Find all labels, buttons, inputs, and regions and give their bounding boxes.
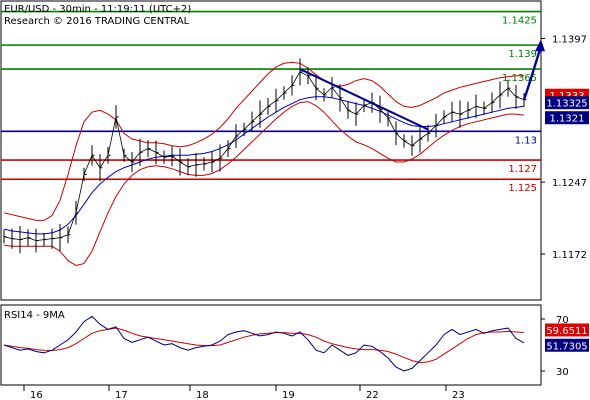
level-label-0: 1.1425 [502, 16, 537, 27]
x-tick-label-1: 17 [115, 390, 128, 400]
band-lower-line [3, 101, 525, 267]
y-tick-label-1: 1.1247 [552, 178, 587, 189]
x-tick-label-3: 19 [282, 390, 295, 400]
level-label-2: 1.1365 [502, 73, 537, 84]
annotations-layer [299, 39, 545, 131]
rsi-badge-1 [545, 338, 589, 352]
y-tick-label-2: 1.1172 [552, 250, 587, 261]
chart-title: EUR/USD - 30min - 11:19:11 (UTC+2) [4, 4, 191, 15]
x-tick-label-4: 22 [366, 390, 379, 400]
level-label-5: 1.125 [508, 183, 537, 194]
rsi-tick-label-1: 30 [556, 367, 569, 378]
rsi-tick-label-0: 70 [556, 315, 569, 326]
level-label-3: 1.13 [515, 135, 537, 146]
rsi-ma-line [3, 327, 525, 364]
rsi-badge-label-0: 59.6511 [546, 326, 587, 337]
level-label-4: 1.127 [508, 164, 537, 175]
x-tick-label-2: 18 [196, 390, 209, 400]
price-layer [3, 58, 527, 254]
levels-layer: 1.1425 1.139 1.1365 1.13 1.127 1.125 [1, 10, 541, 194]
rsi-badge-label-1: 51.7305 [546, 341, 587, 352]
rsi-layer: 70 30 59.6511 51.7305 [3, 315, 589, 378]
price-line [3, 71, 525, 242]
rsi-badge-0 [545, 323, 589, 337]
level-label-1: 1.139 [508, 49, 537, 60]
chart-copyright: Research © 2016 TRADING CENTRAL [4, 16, 190, 27]
price-badge-label-1: 1.13325 [546, 99, 587, 110]
rsi-panel-label: RSI14 - 9MA [4, 310, 65, 321]
price-badge-label-2: 1.1321 [550, 114, 585, 125]
rsi-line [3, 315, 525, 372]
x-tick-label-0: 16 [30, 390, 43, 400]
forecast-arrow-shaft [522, 48, 542, 101]
price-badge-1 [545, 96, 589, 110]
forecast-arrow-head [535, 39, 545, 52]
trendline [299, 68, 429, 131]
y-tick-label-0: 1.1397 [552, 34, 587, 45]
band-upper-line [3, 61, 524, 221]
rsi-panel-frame [0, 304, 542, 386]
x-tick-label-5: 23 [452, 390, 465, 400]
price-badge-2 [545, 111, 589, 125]
main-panel-frame [0, 0, 542, 301]
x-axis-layer: 16 17 18 19 22 23 [23, 385, 465, 400]
